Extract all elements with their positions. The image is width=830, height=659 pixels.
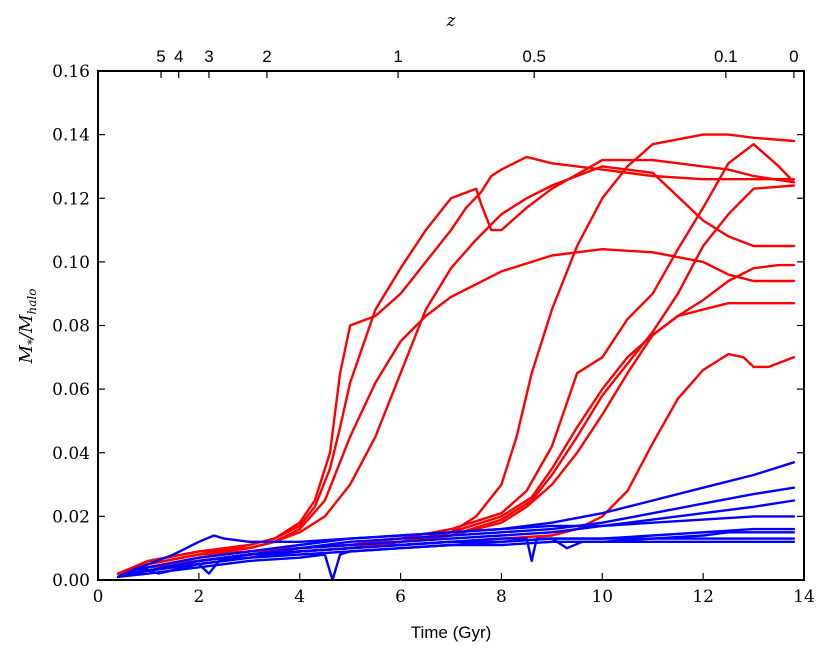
y-axis-label: M*/Mhalo bbox=[16, 289, 39, 365]
series-red-3 bbox=[116, 247, 796, 575]
x-tick-label: 4 bbox=[294, 587, 305, 607]
top-axis-ticks: 5 4 3 2 1 0.5 0.1 0 bbox=[156, 47, 799, 78]
top-tick-label: 2 bbox=[262, 47, 271, 66]
x-tick-label: 10 bbox=[591, 587, 613, 607]
y-tick-label: 0.16 bbox=[52, 62, 90, 82]
x-axis-label: Time (Gyr) bbox=[411, 623, 492, 642]
y-label-star: * bbox=[25, 339, 39, 345]
top-tick-label: 0.5 bbox=[522, 47, 546, 66]
y-tick-label: 0.10 bbox=[52, 253, 90, 273]
series-red-4 bbox=[116, 165, 796, 575]
top-tick-label: 0 bbox=[789, 47, 798, 66]
x-axis-ticks: 0 2 4 6 8 10 12 14 bbox=[93, 573, 815, 607]
top-tick-label: 0.1 bbox=[714, 47, 738, 66]
top-axis-label: z bbox=[446, 11, 457, 31]
x-tick-label: 12 bbox=[692, 587, 714, 607]
top-tick-label: 1 bbox=[393, 47, 402, 66]
top-tick-label: 5 bbox=[156, 47, 165, 66]
y-tick-label: 0.12 bbox=[52, 189, 90, 209]
y-tick-label: 0.14 bbox=[52, 126, 90, 146]
x-tick-label: 14 bbox=[793, 587, 815, 607]
x-tick-label: 6 bbox=[395, 587, 406, 607]
y-tick-label: 0.08 bbox=[52, 317, 90, 337]
x-tick-label: 8 bbox=[496, 587, 507, 607]
series-lines bbox=[116, 133, 796, 580]
series-red-6 bbox=[116, 142, 796, 575]
series-red-2 bbox=[116, 158, 796, 575]
y-tick-label: 0.06 bbox=[52, 380, 90, 400]
series-red-5 bbox=[116, 133, 796, 575]
y-axis-ticks: 0.00 0.02 0.04 0.06 0.08 0.10 0.12 0.14 0.16 bbox=[52, 62, 804, 591]
y-label-halo: halo bbox=[25, 289, 39, 315]
series-red-1 bbox=[116, 155, 796, 575]
y-label-m: M bbox=[16, 344, 37, 364]
top-tick-label: 4 bbox=[174, 47, 183, 66]
y-tick-label: 0.00 bbox=[52, 571, 90, 591]
series-blue-3 bbox=[116, 499, 796, 578]
top-tick-label: 3 bbox=[204, 47, 213, 66]
y-tick-label: 0.04 bbox=[52, 444, 90, 464]
x-tick-label: 0 bbox=[93, 587, 104, 607]
series-blue-8 bbox=[116, 540, 796, 578]
series-blue-4 bbox=[116, 515, 796, 578]
y-label-div: /M bbox=[16, 314, 37, 341]
x-tick-label: 2 bbox=[193, 587, 204, 607]
y-tick-label: 0.02 bbox=[52, 507, 90, 527]
